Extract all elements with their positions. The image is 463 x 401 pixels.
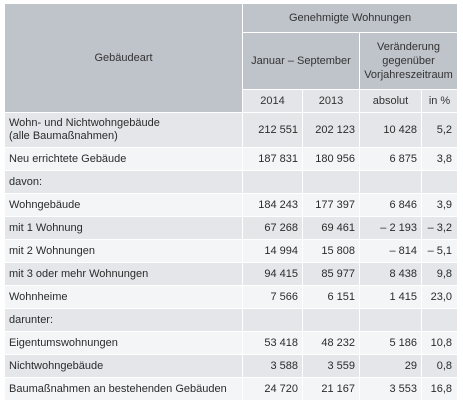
row-label-line2: (alle Baumaßnahmen) <box>9 130 118 142</box>
value-absolute: 6 846 <box>360 194 422 217</box>
value-absolute: 29 <box>360 355 422 378</box>
year-2014-header: 2014 <box>243 90 303 113</box>
table-row: darunter: <box>5 309 459 332</box>
value-2013: 69 461 <box>303 217 360 240</box>
value-2014: 187 831 <box>243 148 303 171</box>
table-row: Neu errichtete Gebäude 187 831 180 956 6… <box>5 148 459 171</box>
period-header: Januar – September <box>243 33 360 90</box>
value-absolute: 3 553 <box>360 378 422 401</box>
value-2013: 6 151 <box>303 286 360 309</box>
value-2013: 202 123 <box>303 113 360 148</box>
table-row: mit 3 oder mehr Wohnungen 94 415 85 977 … <box>5 263 459 286</box>
value-2013: 15 808 <box>303 240 360 263</box>
group-header-approved-dwellings: Genehmigte Wohnungen <box>243 4 459 33</box>
row-label: Baumaßnahmen an bestehenden Gebäuden <box>5 378 243 401</box>
change-header-line2: gegenüber <box>382 55 435 67</box>
row-label: Eigentumswohnungen <box>5 332 243 355</box>
value-2014: 24 720 <box>243 378 303 401</box>
table-row: Eigentumswohnungen 53 418 48 232 5 186 1… <box>5 332 459 355</box>
absolute-header: absolut <box>360 90 422 113</box>
value-2013: 3 559 <box>303 355 360 378</box>
building-permits-table: Gebäudeart Genehmigte Wohnungen Januar –… <box>5 4 459 401</box>
value-absolute: 10 428 <box>360 113 422 148</box>
row-label: Nichtwohngebäude <box>5 355 243 378</box>
row-label: darunter: <box>5 309 243 332</box>
value-percent: 23,0 <box>422 286 459 309</box>
value-percent: 5,2 <box>422 113 459 148</box>
value-percent: 0,8 <box>422 355 459 378</box>
value-2014: 14 994 <box>243 240 303 263</box>
row-label: Wohngebäude <box>5 194 243 217</box>
row-label: mit 3 oder mehr Wohnungen <box>5 263 243 286</box>
value-percent <box>422 309 459 332</box>
value-percent <box>422 171 459 194</box>
value-percent: 3,8 <box>422 148 459 171</box>
value-2013: 180 956 <box>303 148 360 171</box>
table-row: Wohngebäude 184 243 177 397 6 846 3,9 <box>5 194 459 217</box>
value-percent: – 5,1 <box>422 240 459 263</box>
value-absolute <box>360 171 422 194</box>
value-2014: 3 588 <box>243 355 303 378</box>
value-absolute: 8 438 <box>360 263 422 286</box>
row-label: davon: <box>5 171 243 194</box>
table-row: mit 2 Wohnungen 14 994 15 808 – 814 – 5,… <box>5 240 459 263</box>
value-2014 <box>243 309 303 332</box>
row-label: Neu errichtete Gebäude <box>5 148 243 171</box>
table-row: Wohn- und Nichtwohngebäude (alle Baumaßn… <box>5 113 459 148</box>
change-header-line1: Veränderung <box>377 41 441 53</box>
value-2013: 177 397 <box>303 194 360 217</box>
row-label: Wohnheime <box>5 286 243 309</box>
value-2014: 53 418 <box>243 332 303 355</box>
table-row: Baumaßnahmen an bestehenden Gebäuden 24 … <box>5 378 459 401</box>
value-percent: 9,8 <box>422 263 459 286</box>
row-label-line1: Wohn- und Nichtwohngebäude <box>9 117 160 129</box>
table-row: davon: <box>5 171 459 194</box>
value-absolute <box>360 309 422 332</box>
value-2014: 94 415 <box>243 263 303 286</box>
value-absolute: 5 186 <box>360 332 422 355</box>
value-2014: 184 243 <box>243 194 303 217</box>
value-2013: 21 167 <box>303 378 360 401</box>
value-2014: 67 268 <box>243 217 303 240</box>
value-2013 <box>303 171 360 194</box>
value-percent: 3,9 <box>422 194 459 217</box>
value-2014 <box>243 171 303 194</box>
value-absolute: – 814 <box>360 240 422 263</box>
table-row: Nichtwohngebäude 3 588 3 559 29 0,8 <box>5 355 459 378</box>
table-row: Wohnheime 7 566 6 151 1 415 23,0 <box>5 286 459 309</box>
value-2013: 48 232 <box>303 332 360 355</box>
change-header: Veränderung gegenüber Vorjahreszeitraum <box>360 33 459 90</box>
value-percent: 16,8 <box>422 378 459 401</box>
value-absolute: – 2 193 <box>360 217 422 240</box>
value-2013 <box>303 309 360 332</box>
percent-header: in % <box>422 90 459 113</box>
value-percent: – 3,2 <box>422 217 459 240</box>
row-label: Wohn- und Nichtwohngebäude (alle Baumaßn… <box>5 113 243 148</box>
value-2014: 212 551 <box>243 113 303 148</box>
table-row: mit 1 Wohnung 67 268 69 461 – 2 193 – 3,… <box>5 217 459 240</box>
col-header-building-type: Gebäudeart <box>5 4 243 113</box>
row-label: mit 1 Wohnung <box>5 217 243 240</box>
value-2014: 7 566 <box>243 286 303 309</box>
year-2013-header: 2013 <box>303 90 360 113</box>
change-header-line3: Vorjahreszeitraum <box>364 69 453 81</box>
value-2013: 85 977 <box>303 263 360 286</box>
value-absolute: 6 875 <box>360 148 422 171</box>
value-percent: 10,8 <box>422 332 459 355</box>
value-absolute: 1 415 <box>360 286 422 309</box>
row-label: mit 2 Wohnungen <box>5 240 243 263</box>
